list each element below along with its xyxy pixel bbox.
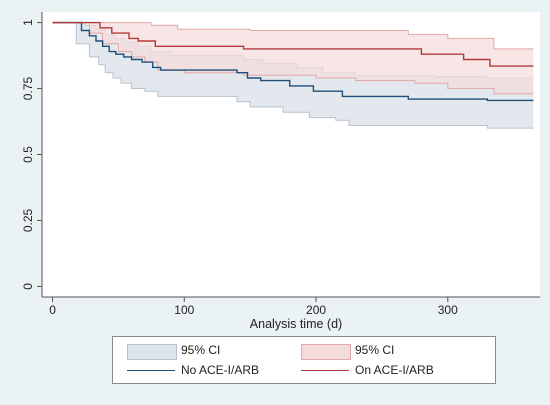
legend-label: No ACE-I/ARB — [181, 363, 260, 377]
y-tick-label: 0.25 — [21, 208, 35, 232]
ci-band-swatch-blue — [127, 344, 177, 360]
legend-label: 95% CI — [355, 343, 395, 357]
y-tick-label: 0 — [21, 283, 35, 290]
survival-curve — [52, 21, 534, 102]
legend: 95% CI 95% CI No ACE-I/ARB On ACE-I/ARB — [112, 336, 496, 384]
x-tick-label: 0 — [49, 303, 56, 317]
x-axis-label: Analysis time (d) — [250, 317, 342, 331]
ci-lower-bound — [52, 22, 534, 129]
y-tick-label: 0.75 — [21, 77, 35, 101]
line-swatch-red — [301, 370, 349, 371]
ci-band — [52, 22, 534, 94]
ci-upper-bound — [52, 22, 534, 50]
ci-band-swatch-red — [301, 344, 351, 360]
legend-label: 95% CI — [181, 343, 221, 357]
y-tick-label: 0.5 — [21, 146, 35, 163]
ci-lower-bound — [52, 22, 534, 95]
x-tick-label: 100 — [174, 303, 194, 317]
survival-chart: 0 0.25 0.5 0.75 1 0 100 200 300 Analysis time (d) — [21, 12, 540, 331]
x-tick-label: 200 — [306, 303, 326, 317]
legend-label: On ACE-I/ARB — [355, 363, 434, 377]
x-tick-label: 300 — [438, 303, 458, 317]
survival-curve — [52, 21, 534, 67]
line-swatch-blue — [127, 370, 175, 371]
y-tick-label: 1 — [21, 19, 35, 26]
